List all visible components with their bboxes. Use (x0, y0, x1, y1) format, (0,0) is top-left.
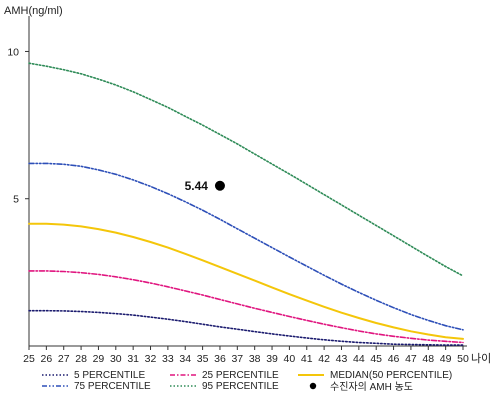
series-line-95-percentile (28, 62, 464, 277)
x-tick-label: 25 (23, 353, 35, 365)
x-tick-label: 38 (249, 353, 261, 365)
patient-amh-value-label: 5.44 (185, 179, 209, 193)
legend: 5 PERCENTILE 25 PERCENTILE MEDIAN(50 PERCE… (42, 370, 452, 393)
patient-amh-point (214, 180, 225, 191)
x-tick-label: 36 (214, 353, 226, 365)
x-tick-label: 46 (388, 353, 400, 365)
legend-label: 수진자의 AMH 농도 (330, 381, 413, 393)
x-tick-label: 33 (162, 353, 174, 365)
x-tick-label: 48 (422, 353, 434, 365)
x-tick-label: 35 (197, 353, 209, 365)
x-tick-label: 40 (284, 353, 296, 365)
legend-label: MEDIAN(50 PERCENTILE) (330, 370, 452, 381)
x-tick-label: 32 (145, 353, 157, 365)
y-axis-title: AMH(ng/ml) (4, 5, 63, 17)
legend-label: 25 PERCENTILE (202, 370, 279, 381)
legend-point-marker (309, 382, 317, 390)
point-layer: 5.44 (185, 179, 225, 193)
x-tick-label: 45 (370, 353, 382, 365)
legend-label: 95 PERCENTILE (202, 381, 279, 392)
series-line-5-percentile (28, 309, 464, 346)
x-tick-label: 41 (301, 353, 313, 365)
x-tick-label: 43 (336, 353, 348, 365)
x-tick-label: 49 (440, 353, 452, 365)
y-tick-label: 10 (7, 46, 19, 58)
x-tick-label: 30 (110, 353, 122, 365)
x-tick-label: 44 (353, 353, 365, 365)
axes: AMH(ng/ml) 5 10 25 26 27 28 29 30 31 32 33 34 35 36 37 3… (4, 5, 491, 365)
series-line-75-percentile (28, 162, 464, 331)
y-tick-label: 5 (13, 194, 19, 206)
legend-label: 75 PERCENTILE (74, 381, 151, 392)
series-layer (28, 62, 464, 346)
series-line-25-percentile (28, 270, 464, 344)
x-axis-title: 나이 (471, 352, 491, 365)
x-tick-label: 27 (58, 353, 70, 365)
series-line-median-50-percentile (28, 222, 464, 340)
x-tick-label: 50 (457, 353, 469, 365)
x-tick-label: 37 (231, 353, 243, 365)
x-tick-label: 39 (266, 353, 278, 365)
legend-label: 5 PERCENTILE (74, 370, 145, 381)
x-tick-label: 47 (405, 353, 417, 365)
x-tick-label: 26 (41, 353, 53, 365)
x-tick-label: 42 (318, 353, 330, 365)
x-tick-label: 34 (179, 353, 191, 365)
x-tick-label: 28 (75, 353, 87, 365)
x-tick-label: 31 (127, 353, 139, 365)
x-tick-label: 29 (93, 353, 105, 365)
